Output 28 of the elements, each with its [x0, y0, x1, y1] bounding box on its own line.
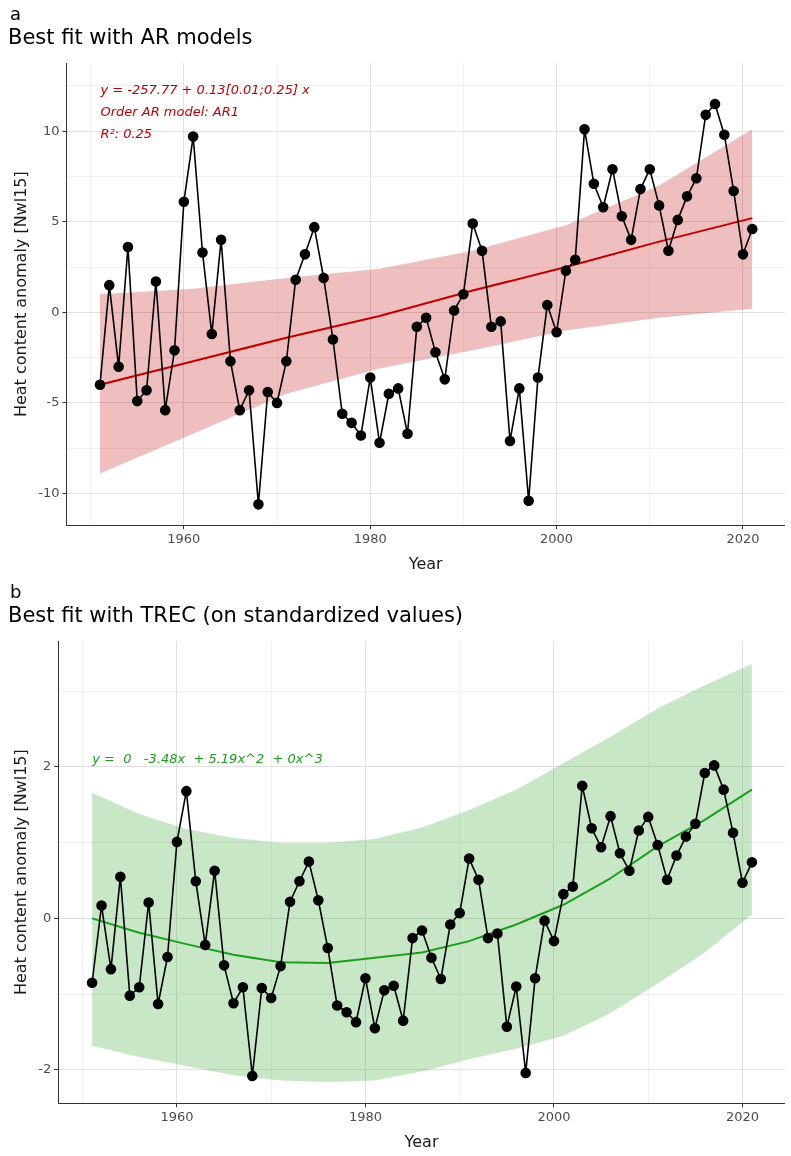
y-tick-label: 5 — [51, 213, 60, 229]
y-tick-label: -5 — [46, 394, 60, 410]
annotation: R²: 0.25 — [100, 125, 153, 141]
annotation: y = -257.77 + 0.13[0.01;0.25] x — [99, 81, 311, 97]
x-tick-label: 2000 — [540, 531, 574, 547]
x-axis-title: Year — [407, 553, 444, 573]
y-tick-label: 0 — [42, 909, 52, 925]
text: b — [10, 580, 22, 602]
y-tick-label: 10 — [42, 122, 60, 138]
x-tick-label: 1980 — [353, 531, 387, 547]
annotation: Order AR model: AR1 — [100, 103, 239, 119]
y-tick-label: 2 — [42, 758, 52, 774]
x-tick-label: 2020 — [725, 1109, 760, 1125]
y-tick-label: 0 — [51, 303, 60, 319]
x-tick-label: 1960 — [167, 531, 201, 547]
chart-title: Best fit with TREC (on standardized values) — [8, 603, 464, 628]
y-tick-label: -2 — [38, 1061, 52, 1077]
text: a — [10, 2, 22, 24]
x-tick-label: 1960 — [160, 1109, 194, 1125]
y-axis-title: Heat content anomaly [Nwl15] — [10, 171, 30, 418]
annotation: y = 0 -3.48x + 5.19x^2 + 0x^3 — [91, 750, 323, 766]
x-tick-label: 2000 — [537, 1109, 571, 1125]
y-axis-title: Heat content anomaly [Nwl15] — [10, 749, 30, 996]
x-axis-title: Year — [403, 1131, 439, 1151]
y-tick-label: -10 — [38, 484, 60, 500]
chart-title: Best fit with AR models — [8, 25, 253, 50]
x-tick-label: 2020 — [726, 531, 760, 547]
x-tick-label: 1980 — [348, 1109, 382, 1125]
